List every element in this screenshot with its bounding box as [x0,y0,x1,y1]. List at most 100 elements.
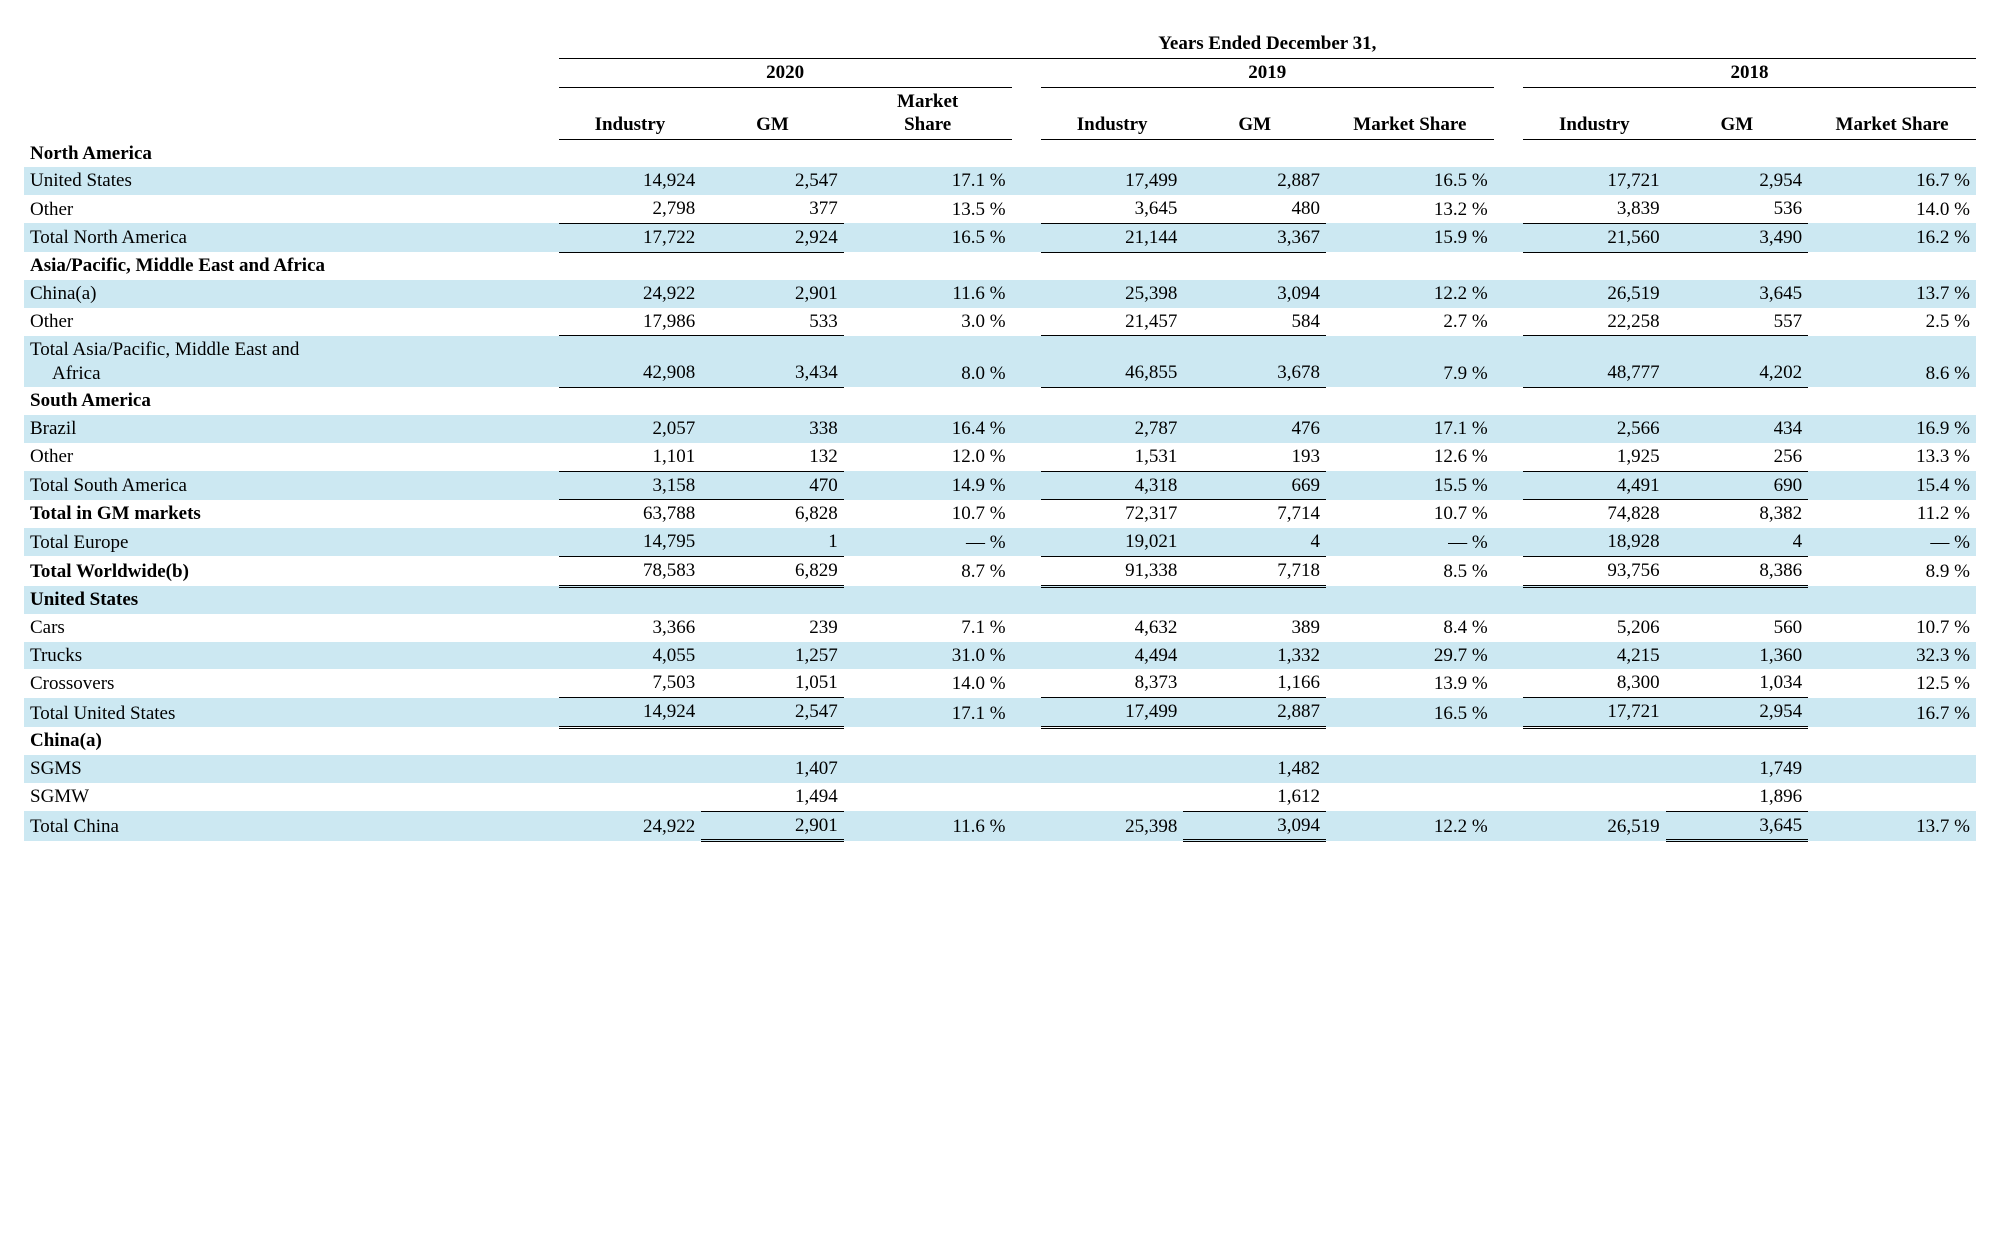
cell: 4,055 [559,642,702,670]
cell: 17,722 [559,223,702,252]
row-worldwide: Total Worldwide(b) 78,583 6,829 8.7 % 91… [24,556,1976,586]
cell: 533 [701,308,844,336]
cell: 2,924 [701,223,844,252]
row-label: Trucks [24,642,559,670]
col-header-gm: GM [1183,87,1326,140]
cell: 557 [1666,308,1809,336]
section-apmea: Asia/Pacific, Middle East and Africa [24,252,1976,280]
col-header-market-share: Market Share [1326,87,1494,140]
cell: 193 [1183,443,1326,471]
cell: 10.7 % [1808,614,1976,642]
cell: 560 [1666,614,1809,642]
header-row-years: 2020 2019 2018 [24,58,1976,87]
cell: 21,144 [1041,223,1184,252]
row-europe: Total Europe 14,795 1 — % 19,021 4 — % 1… [24,528,1976,556]
cell: 2,887 [1183,167,1326,195]
header-row-years-ended: Years Ended December 31, [24,30,1976,58]
section-china-detail: China(a) [24,727,1976,755]
cell: 26,519 [1523,811,1666,841]
row-label: Total South America [24,471,559,500]
cell: 6,828 [701,500,844,528]
cell: 480 [1183,195,1326,223]
cell: 2.5 % [1808,308,1976,336]
col-header-industry: Industry [1523,87,1666,140]
cell: 2,547 [701,698,844,728]
cell: 4,318 [1041,471,1184,500]
cell: 16.5 % [1326,698,1494,728]
cell: 48,777 [1523,336,1666,388]
cell: 15.4 % [1808,471,1976,500]
cell: 91,338 [1041,556,1184,586]
cell: 476 [1183,415,1326,443]
row-china-total: Total China 24,922 2,901 11.6 % 25,398 3… [24,811,1976,841]
row-label: China(a) [24,280,559,308]
cell: 1,101 [559,443,702,471]
row-brazil: Brazil 2,057 338 16.4 % 2,787 476 17.1 %… [24,415,1976,443]
cell: 11.2 % [1808,500,1976,528]
cell: 8.4 % [1326,614,1494,642]
row-us-total: Total United States 14,924 2,547 17.1 % … [24,698,1976,728]
cell: 3,490 [1666,223,1809,252]
row-label: Brazil [24,415,559,443]
section-us-detail: United States [24,586,1976,614]
row-us: United States 14,924 2,547 17.1 % 17,499… [24,167,1976,195]
section-label: South America [24,387,559,415]
cell: — % [1326,528,1494,556]
cell: 10.7 % [1326,500,1494,528]
market-share-table: Years Ended December 31, 2020 2019 2018 … [24,30,1976,842]
cell: 3.0 % [844,308,1012,336]
cell: 256 [1666,443,1809,471]
col-header-market-share: Market Share [1808,87,1976,140]
cell: 15.5 % [1326,471,1494,500]
header-year-2019: 2019 [1041,58,1494,87]
cell: 16.5 % [844,223,1012,252]
cell: 1 [701,528,844,556]
row-crossovers: Crossovers 7,503 1,051 14.0 % 8,373 1,16… [24,669,1976,697]
cell: 12.2 % [1326,280,1494,308]
cell: 10.7 % [844,500,1012,528]
cell: 8.7 % [844,556,1012,586]
row-gm-markets: Total in GM markets 63,788 6,828 10.7 % … [24,500,1976,528]
cell: 4 [1183,528,1326,556]
row-label: Total Asia/Pacific, Middle East andAfric… [24,336,559,388]
section-label: United States [24,586,559,614]
cell: 14.0 % [844,669,1012,697]
cell: 3,094 [1183,811,1326,841]
row-label: Crossovers [24,669,559,697]
cell: 8,386 [1666,556,1809,586]
cell: 389 [1183,614,1326,642]
cell: 4,632 [1041,614,1184,642]
cell: 29.7 % [1326,642,1494,670]
cell: 24,922 [559,811,702,841]
row-label: Other [24,308,559,336]
cell: 16.9 % [1808,415,1976,443]
cell: 13.9 % [1326,669,1494,697]
row-trucks: Trucks 4,055 1,257 31.0 % 4,494 1,332 29… [24,642,1976,670]
cell: 21,457 [1041,308,1184,336]
cell: 11.6 % [844,280,1012,308]
cell: 1,034 [1666,669,1809,697]
cell: 1,407 [701,755,844,783]
cell: 17,721 [1523,698,1666,728]
cell: 17,499 [1041,698,1184,728]
cell: 1,051 [701,669,844,697]
row-apmea-total: Total Asia/Pacific, Middle East andAfric… [24,336,1976,388]
cell: 2,566 [1523,415,1666,443]
row-sa-total: Total South America 3,158 470 14.9 % 4,3… [24,471,1976,500]
row-na-total: Total North America 17,722 2,924 16.5 % … [24,223,1976,252]
section-label: China(a) [24,727,559,755]
cell: 132 [701,443,844,471]
row-label: Total Europe [24,528,559,556]
cell: 2,954 [1666,698,1809,728]
section-south-america: South America [24,387,1976,415]
cell: 3,645 [1666,811,1809,841]
row-sa-other: Other 1,101 132 12.0 % 1,531 193 12.6 % … [24,443,1976,471]
row-label: United States [24,167,559,195]
cell: 21,560 [1523,223,1666,252]
cell: 2,787 [1041,415,1184,443]
header-year-2018: 2018 [1523,58,1976,87]
cell: 470 [701,471,844,500]
cell: 1,896 [1666,783,1809,811]
cell: 536 [1666,195,1809,223]
cell: 4 [1666,528,1809,556]
